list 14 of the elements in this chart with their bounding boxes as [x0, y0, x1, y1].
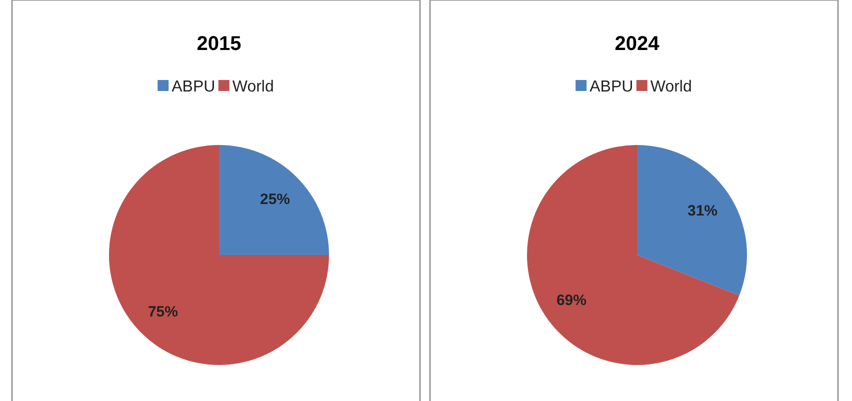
- pie-slice: [527, 145, 740, 365]
- data-label: 25%: [260, 191, 290, 208]
- pie-slice: [109, 145, 329, 365]
- data-label: 31%: [687, 202, 718, 220]
- pie-slice: [219, 145, 329, 255]
- data-label: 75%: [148, 303, 178, 320]
- legend-label: ABPU: [590, 78, 634, 96]
- chart-title: 2015: [196, 33, 242, 55]
- legend-label: World: [232, 78, 274, 96]
- legend-label: World: [650, 78, 692, 96]
- chart-title: 2024: [614, 33, 660, 55]
- data-label: 69%: [556, 292, 587, 309]
- legend-label: ABPU: [172, 78, 216, 96]
- pie-slice: [637, 145, 747, 296]
